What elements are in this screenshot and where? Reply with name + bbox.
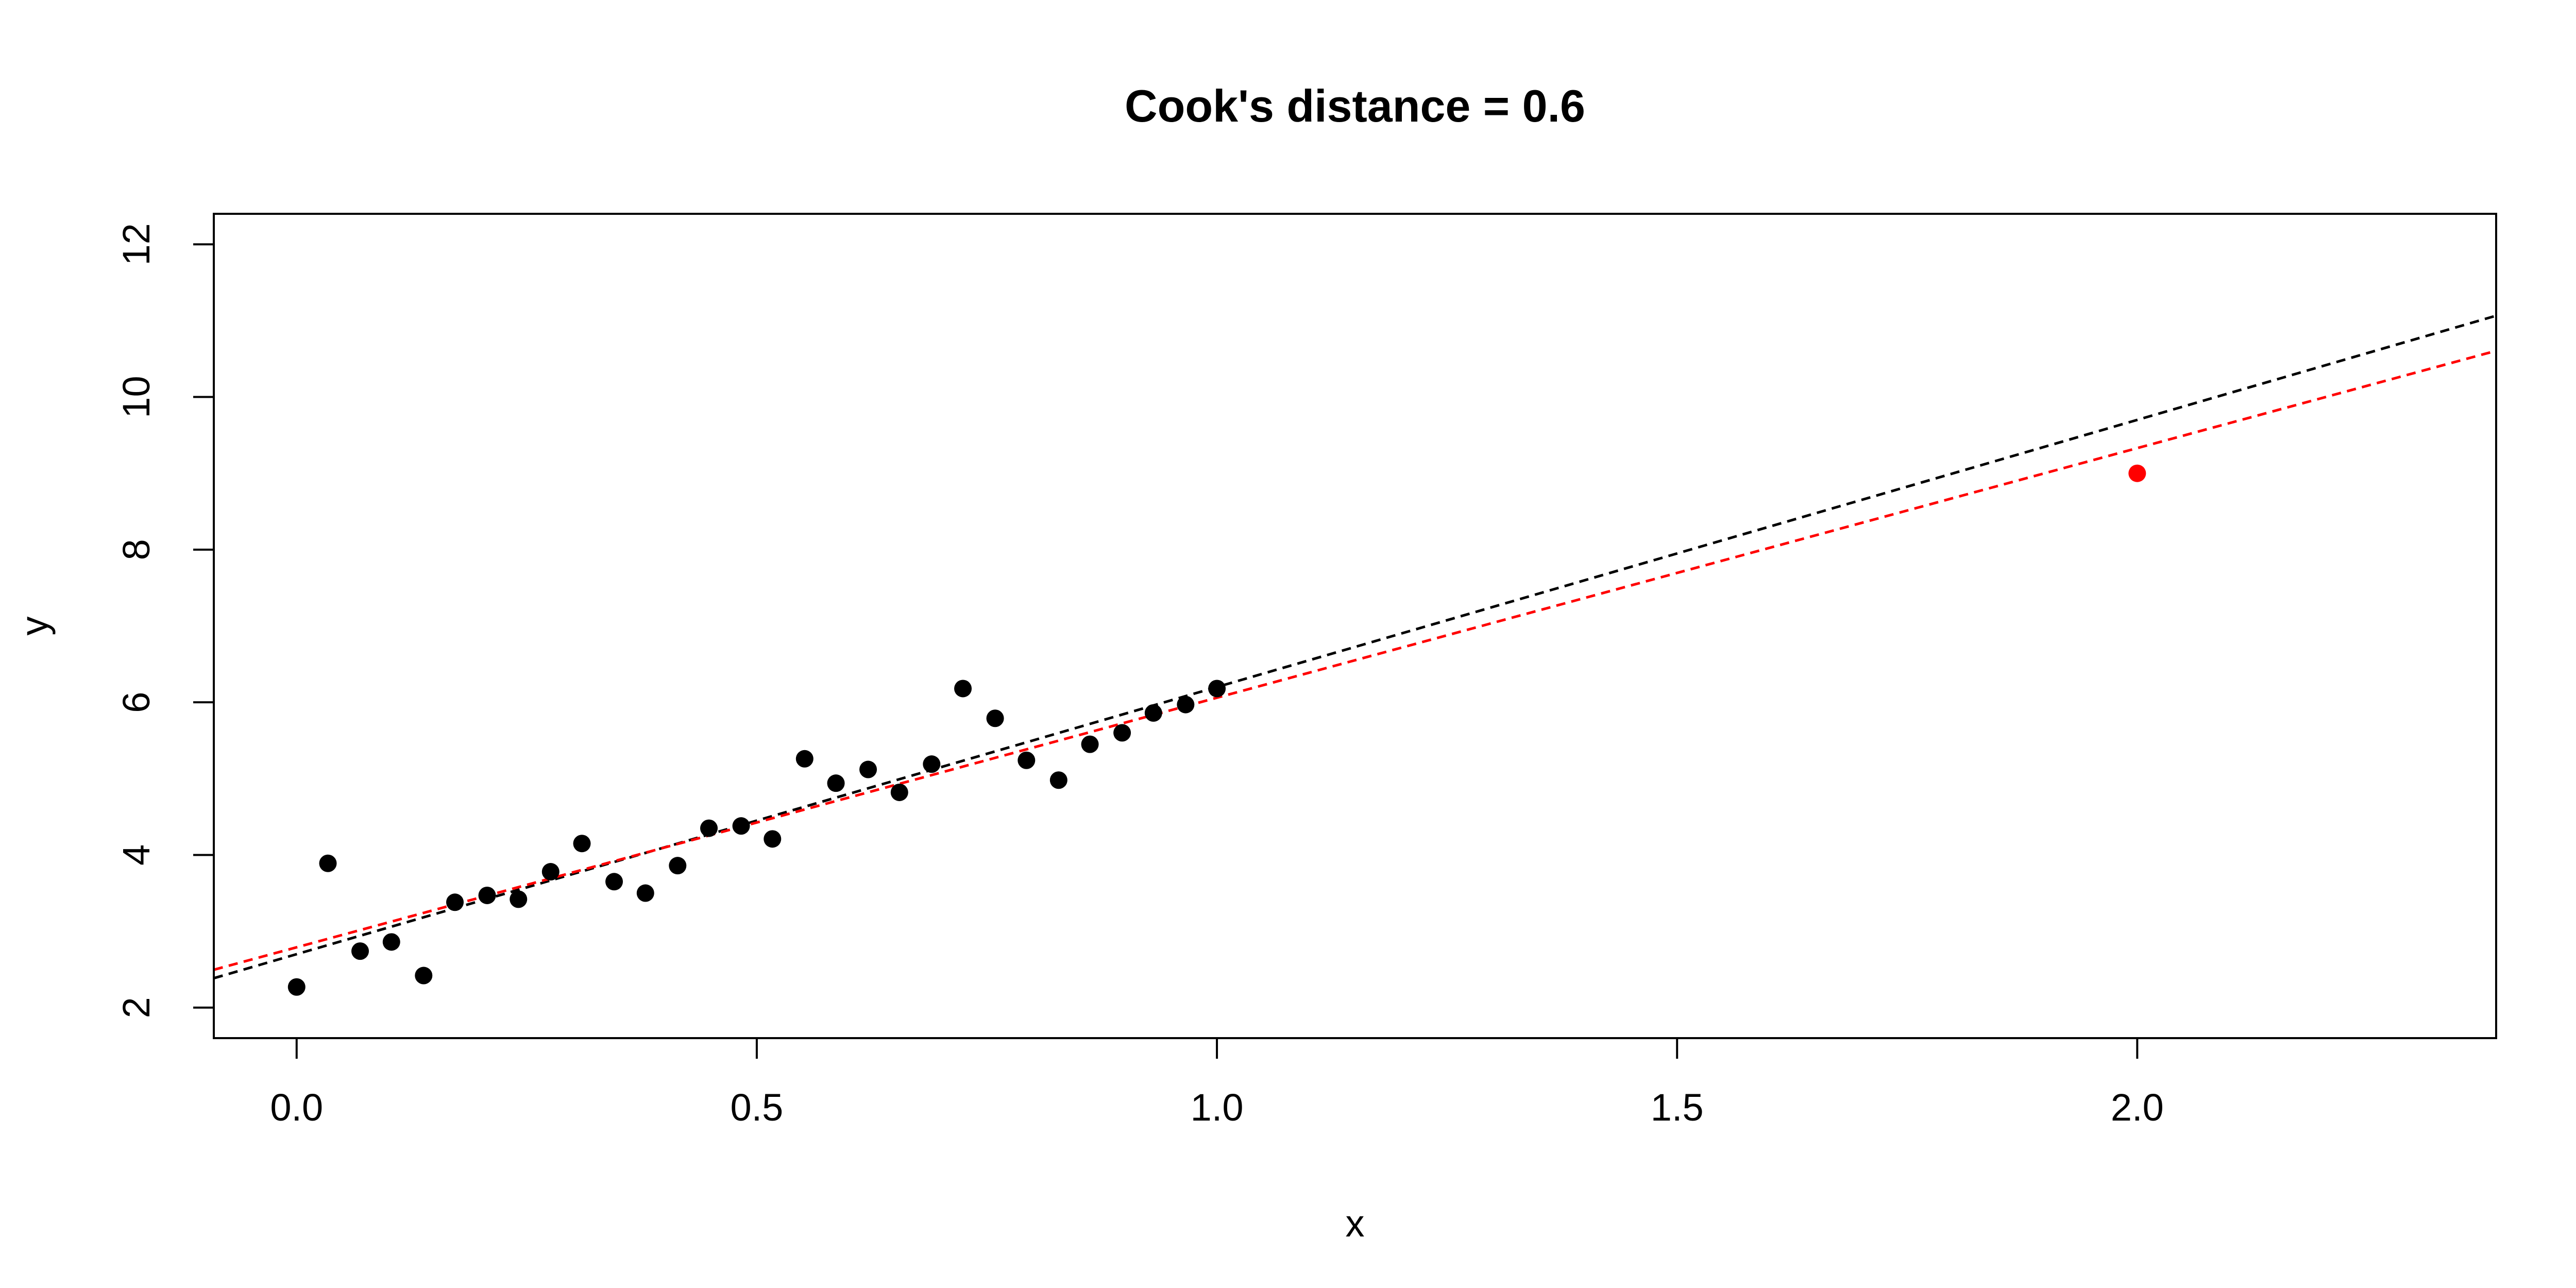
data-point [415,967,433,985]
fit-line-1 [213,314,2497,980]
data-point [541,863,560,881]
data-point [795,750,814,768]
x-tick-label: 0.0 [270,1086,323,1129]
data-point [351,942,369,960]
data-point [859,760,877,778]
data-point [669,857,687,875]
data-point [510,890,528,908]
data-point [319,854,337,872]
data-point [1049,771,1067,789]
fit-line-2 [213,349,2497,971]
x-tick-label: 2.0 [2111,1086,2164,1129]
data-point [287,978,306,996]
data-point [764,830,782,848]
y-tick-label: 8 [115,539,158,560]
data-point [923,755,941,773]
y-axis: 2 4 6 8 10 12 [115,223,215,1018]
plot-frame [213,213,2497,1039]
data-point [446,893,464,911]
data-point [827,774,845,792]
data-point [636,884,654,902]
data-point [573,835,591,853]
data-point [1208,680,1226,698]
x-tick-label: 1.0 [1191,1086,1244,1129]
y-tick-label: 10 [115,376,158,418]
y-tick-label: 6 [115,692,158,713]
data-point [732,817,750,835]
y-tick-label: 12 [115,223,158,265]
data-point [605,873,623,891]
data-point [700,819,718,837]
y-tick-label: 2 [115,997,158,1018]
chart-title: Cook's distance = 0.6 [1125,80,1585,131]
x-tick-label: 0.5 [730,1086,783,1129]
highlight-point [2128,464,2146,482]
data-point [1144,704,1162,722]
data-point [986,709,1004,727]
data-point [1018,751,1036,769]
data-point [1081,735,1099,753]
y-axis-label: y [13,617,56,636]
data-points [287,464,2146,996]
data-point [1113,724,1131,742]
data-point [890,783,908,801]
y-tick-label: 4 [115,844,158,866]
regression-lines [213,314,2497,980]
x-tick-label: 1.5 [1651,1086,1704,1129]
x-axis-label: x [1346,1202,1365,1245]
data-point [1177,696,1195,714]
data-point [478,886,496,904]
x-axis: 0.0 0.5 1.0 1.5 2.0 [270,1037,2164,1129]
data-point [954,680,972,698]
data-point [382,933,400,951]
